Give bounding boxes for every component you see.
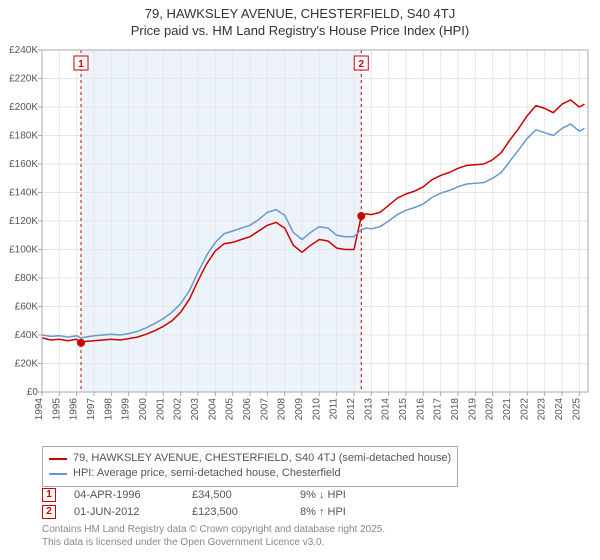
svg-text:2013: 2013 xyxy=(363,398,374,421)
svg-text:2020: 2020 xyxy=(485,398,496,421)
title-line-1: 79, HAWKSLEY AVENUE, CHESTERFIELD, S40 4… xyxy=(145,6,455,21)
sale-price: £123,500 xyxy=(192,506,282,518)
chart-svg: 1 2 £0 £20K £40K £60K £80K £100K £120K £140K £160K… xyxy=(0,42,600,442)
title-line-2: Price paid vs. HM Land Registry's House … xyxy=(131,23,469,38)
svg-text:1996: 1996 xyxy=(69,398,80,421)
legend-swatch-2 xyxy=(49,473,67,475)
svg-text:2014: 2014 xyxy=(381,398,392,421)
sale-delta: 9% ↓ HPI xyxy=(300,489,400,501)
svg-text:2023: 2023 xyxy=(537,398,548,421)
svg-text:£140K: £140K xyxy=(9,188,38,199)
legend-label-2: HPI: Average price, semi-detached house,… xyxy=(73,466,341,481)
svg-text:2024: 2024 xyxy=(554,398,565,421)
sale-delta: 8% ↑ HPI xyxy=(300,506,400,518)
svg-text:1994: 1994 xyxy=(34,398,45,421)
svg-text:2008: 2008 xyxy=(277,398,288,421)
footer-line-1: Contains HM Land Registry data © Crown c… xyxy=(42,524,385,535)
svg-text:2016: 2016 xyxy=(415,398,426,421)
legend-row-2: HPI: Average price, semi-detached house,… xyxy=(49,466,451,481)
sale-row: 1 04-APR-1996 £34,500 9% ↓ HPI xyxy=(42,486,400,503)
svg-text:£20K: £20K xyxy=(15,359,39,370)
svg-text:£200K: £200K xyxy=(9,102,38,113)
sale-date: 01-JUN-2012 xyxy=(74,506,174,518)
svg-text:2015: 2015 xyxy=(398,398,409,421)
sale-date: 04-APR-1996 xyxy=(74,489,174,501)
svg-text:£40K: £40K xyxy=(15,330,39,341)
svg-text:£160K: £160K xyxy=(9,159,38,170)
legend-row-1: 79, HAWKSLEY AVENUE, CHESTERFIELD, S40 4… xyxy=(49,451,451,466)
svg-text:2025: 2025 xyxy=(571,398,582,421)
svg-text:2009: 2009 xyxy=(294,398,305,421)
legend: 79, HAWKSLEY AVENUE, CHESTERFIELD, S40 4… xyxy=(42,446,458,487)
svg-text:£80K: £80K xyxy=(15,273,39,284)
svg-text:2010: 2010 xyxy=(311,398,322,421)
svg-text:£120K: £120K xyxy=(9,216,38,227)
svg-text:2012: 2012 xyxy=(346,398,357,421)
svg-text:2006: 2006 xyxy=(242,398,253,421)
svg-text:2007: 2007 xyxy=(259,398,270,421)
legend-label-1: 79, HAWKSLEY AVENUE, CHESTERFIELD, S40 4… xyxy=(73,451,451,466)
svg-text:2017: 2017 xyxy=(433,398,444,421)
svg-text:1997: 1997 xyxy=(86,398,97,421)
svg-text:£0: £0 xyxy=(27,387,39,398)
svg-text:£100K: £100K xyxy=(9,245,38,256)
svg-text:1999: 1999 xyxy=(121,398,132,421)
svg-text:1995: 1995 xyxy=(51,398,62,421)
legend-swatch-1 xyxy=(49,458,67,460)
svg-text:1: 1 xyxy=(78,59,84,70)
sale-index-badge: 2 xyxy=(42,505,56,519)
chart-title: 79, HAWKSLEY AVENUE, CHESTERFIELD, S40 4… xyxy=(0,0,600,40)
svg-text:£240K: £240K xyxy=(9,45,38,56)
footer-attribution: Contains HM Land Registry data © Crown c… xyxy=(42,524,385,549)
chart-area: 1 2 £0 £20K £40K £60K £80K £100K £120K £140K £160K… xyxy=(0,42,600,442)
svg-text:2019: 2019 xyxy=(467,398,478,421)
svg-text:2: 2 xyxy=(358,59,364,70)
svg-text:2003: 2003 xyxy=(190,398,201,421)
svg-text:2021: 2021 xyxy=(502,398,513,421)
chart-container: 79, HAWKSLEY AVENUE, CHESTERFIELD, S40 4… xyxy=(0,0,600,560)
svg-text:2001: 2001 xyxy=(155,398,166,421)
svg-text:2022: 2022 xyxy=(519,398,530,421)
svg-text:1998: 1998 xyxy=(103,398,114,421)
sales-list: 1 04-APR-1996 £34,500 9% ↓ HPI 2 01-JUN-… xyxy=(42,486,400,520)
footer-line-2: This data is licensed under the Open Gov… xyxy=(42,537,324,548)
svg-text:2005: 2005 xyxy=(225,398,236,421)
svg-text:2004: 2004 xyxy=(207,398,218,421)
svg-text:2018: 2018 xyxy=(450,398,461,421)
svg-text:£180K: £180K xyxy=(9,131,38,142)
sale-index-badge: 1 xyxy=(42,488,56,502)
sale-price: £34,500 xyxy=(192,489,282,501)
svg-text:2000: 2000 xyxy=(138,398,149,421)
svg-text:2011: 2011 xyxy=(329,398,340,420)
svg-text:£60K: £60K xyxy=(15,302,39,313)
svg-text:£220K: £220K xyxy=(9,74,38,85)
sale-row: 2 01-JUN-2012 £123,500 8% ↑ HPI xyxy=(42,503,400,520)
svg-text:2002: 2002 xyxy=(173,398,184,421)
